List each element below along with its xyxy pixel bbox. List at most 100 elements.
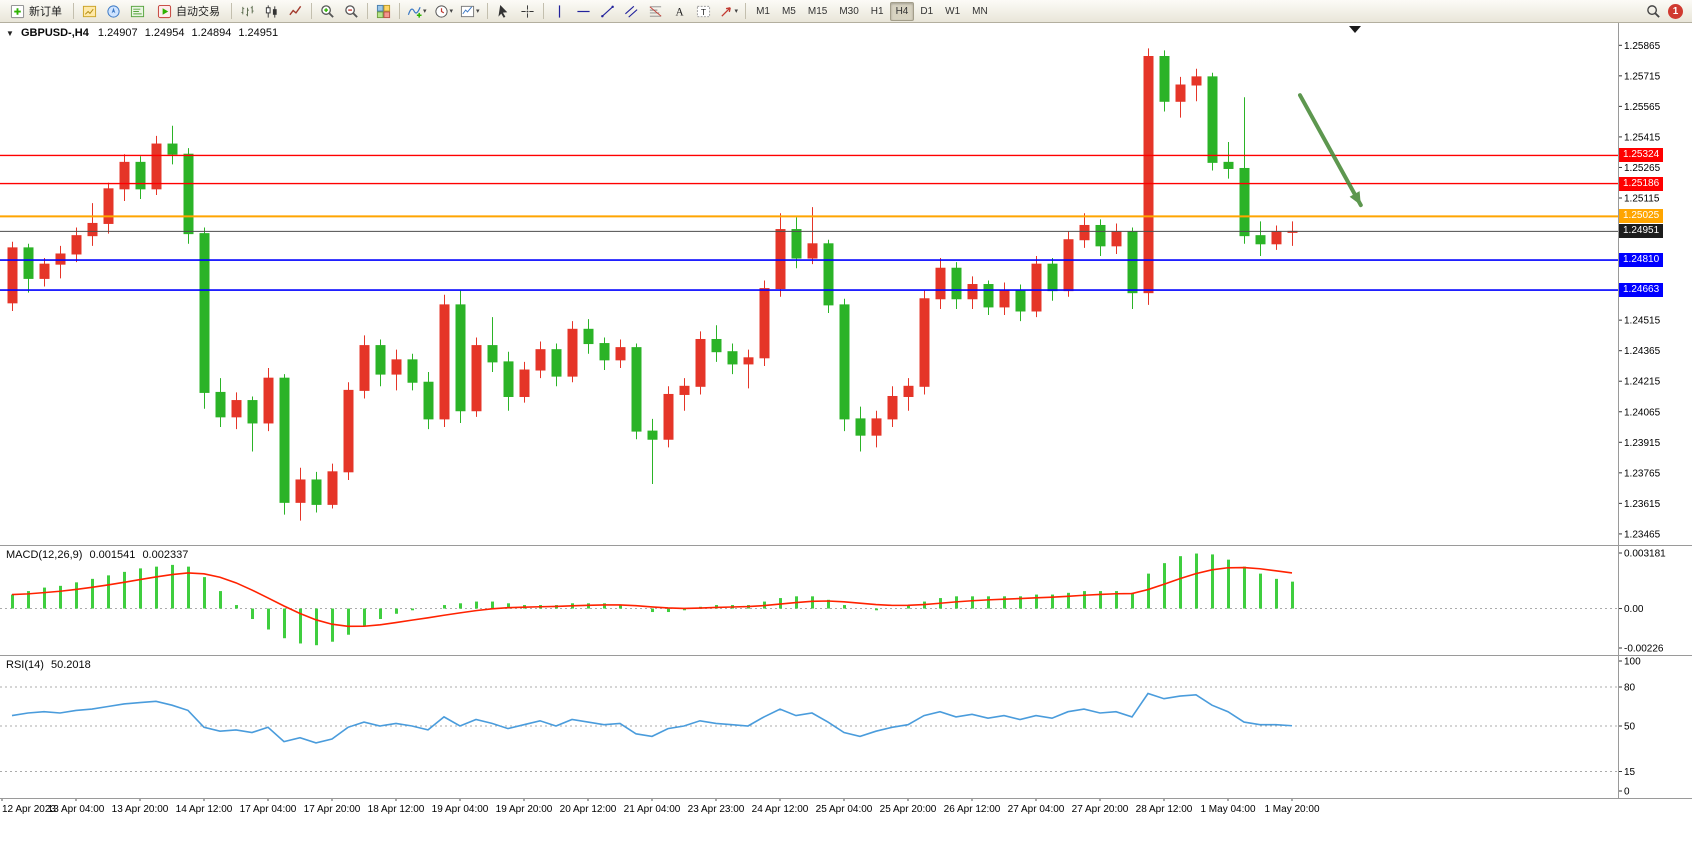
macd-signal-value: 0.002337 [142, 549, 189, 561]
chevron-down-icon: ▾ [476, 8, 480, 15]
price-level-tag[interactable]: 1.25186 [1619, 176, 1664, 191]
timeframe-button-m15[interactable]: M15 [807, 5, 828, 17]
svg-text:1.25265: 1.25265 [1624, 163, 1661, 174]
svg-text:1.25115: 1.25115 [1624, 193, 1660, 204]
svg-text:19 Apr 04:00: 19 Apr 04:00 [432, 804, 489, 815]
timeframe-button-m30[interactable]: M30 [839, 5, 859, 17]
auto-trading-icon [157, 4, 172, 18]
new-order-icon [10, 4, 25, 18]
tile-windows-button[interactable] [372, 1, 395, 21]
zoom-in-button[interactable] [316, 1, 339, 21]
svg-text:1.24065: 1.24065 [1624, 407, 1661, 418]
search-icon [1647, 4, 1660, 18]
text-label-button[interactable]: T [692, 1, 715, 21]
horizontal-line-icon [576, 10, 590, 12]
zoom-in-icon [321, 4, 334, 18]
svg-text:13 Apr 04:00: 13 Apr 04:00 [48, 804, 105, 815]
fibonacci-button[interactable] [644, 1, 667, 21]
navigator-button[interactable] [102, 1, 125, 21]
candlestick-chart-button[interactable] [260, 1, 283, 21]
line-chart-button[interactable] [284, 1, 307, 21]
channel-button[interactable] [620, 1, 643, 21]
periods-button[interactable]: ▾ [431, 1, 457, 21]
price-level-tag[interactable]: 1.24663 [1619, 283, 1664, 297]
svg-text:26 Apr 12:00: 26 Apr 12:00 [944, 804, 1001, 815]
timeframe-button-d1[interactable]: D1 [920, 5, 934, 17]
periods-clock-icon [434, 4, 448, 18]
templates-button[interactable]: ▾ [457, 1, 483, 21]
trendline-button[interactable] [596, 1, 619, 21]
new-order-label: 新订单 [29, 6, 62, 18]
templates-icon [460, 5, 475, 17]
vertical-line-button[interactable] [548, 1, 571, 21]
zoom-out-button[interactable] [340, 1, 363, 21]
timeframe-button-mn[interactable]: MN [972, 5, 988, 17]
collapse-objects-icon[interactable]: ▼ [6, 29, 14, 38]
svg-text:1 May 04:00: 1 May 04:00 [1200, 804, 1255, 815]
rsi-line [11, 692, 1293, 744]
timeframe-button-h4[interactable]: H4 [889, 1, 915, 21]
text-a-icon: A [675, 6, 684, 18]
crosshair-icon [520, 4, 534, 18]
indicators-button[interactable]: ▾ [404, 1, 430, 21]
svg-text:1.25865: 1.25865 [1624, 41, 1661, 52]
svg-text:1.24215: 1.24215 [1624, 377, 1661, 388]
svg-text:14 Apr 12:00: 14 Apr 12:00 [176, 804, 233, 815]
svg-text:0: 0 [1624, 787, 1630, 798]
chart-shift-marker[interactable] [1349, 26, 1361, 33]
chart-title: ▼ GBPUSD-,H4 1.24907 1.24954 1.24894 1.2… [6, 27, 282, 39]
price-level-tag[interactable]: 1.24810 [1619, 253, 1664, 268]
toolbar-separator [745, 3, 747, 19]
svg-text:50: 50 [1624, 722, 1636, 733]
svg-text:21 Apr 04:00: 21 Apr 04:00 [624, 804, 681, 815]
annotation-arrow[interactable] [1298, 93, 1363, 208]
auto-trading-button[interactable]: 自动交易 [150, 1, 227, 21]
svg-text:23 Apr 23:00: 23 Apr 23:00 [688, 804, 745, 815]
toolbar-separator [367, 3, 368, 19]
text-button[interactable]: A [668, 1, 691, 21]
svg-text:12 Apr 2023: 12 Apr 2023 [2, 804, 56, 815]
svg-text:24 Apr 12:00: 24 Apr 12:00 [752, 804, 809, 815]
terminal-button[interactable] [126, 1, 149, 21]
svg-text:1 May 20:00: 1 May 20:00 [1264, 804, 1319, 815]
toolbar-separator [486, 3, 488, 19]
toolbar-separator [231, 3, 232, 19]
chart-high-value: 1.24954 [144, 27, 185, 39]
svg-text:0.00: 0.00 [1624, 604, 1644, 615]
price-level-tag[interactable]: 1.25324 [1619, 148, 1664, 163]
cursor-button[interactable] [492, 1, 515, 21]
svg-text:25 Apr 20:00: 25 Apr 20:00 [880, 804, 937, 815]
timeframe-button-w1[interactable]: W1 [945, 5, 961, 17]
svg-text:1.24515: 1.24515 [1624, 316, 1661, 327]
svg-text:-0.00226: -0.00226 [1624, 644, 1664, 655]
horizontal-line-button[interactable] [572, 1, 595, 21]
notification-badge[interactable]: 1 [1668, 3, 1683, 19]
svg-text:15: 15 [1624, 767, 1636, 778]
toolbar-separator [399, 3, 400, 19]
svg-text:1.25715: 1.25715 [1624, 71, 1661, 82]
terminal-icon [130, 5, 145, 17]
timeframe-button-h1[interactable]: H1 [870, 5, 884, 17]
timeframe-button-m5[interactable]: M5 [781, 5, 796, 17]
timeframe-toolbar: M1 M5 M15 M30 H1 H4 D1 W1 MN [750, 1, 994, 21]
crosshair-button[interactable] [516, 1, 539, 21]
notification-count: 1 [1672, 5, 1679, 17]
bar-chart-button[interactable] [236, 1, 259, 21]
svg-text:28 Apr 12:00: 28 Apr 12:00 [1136, 804, 1193, 815]
timeframe-button-m1[interactable]: M1 [756, 5, 770, 17]
new-order-button[interactable]: 新订单 [3, 1, 69, 21]
rsi-label: RSI(14) [6, 659, 44, 671]
search-button[interactable] [1642, 1, 1665, 21]
arrow-tools-button[interactable]: ▾ [716, 1, 742, 21]
rsi-value: 50.2018 [50, 659, 91, 671]
current-price-tag[interactable]: 1.24951 [1619, 224, 1664, 239]
cursor-icon [497, 4, 507, 18]
price-level-tag[interactable]: 1.25025 [1619, 209, 1664, 224]
svg-text:19 Apr 20:00: 19 Apr 20:00 [496, 804, 553, 815]
main-toolbar: 新订单 自动交易 [0, 0, 1692, 23]
svg-text:1.23765: 1.23765 [1624, 468, 1661, 479]
market-watch-button[interactable] [78, 1, 101, 21]
macd-indicator-label: MACD(12,26,9) 0.001541 0.002337 [6, 549, 192, 561]
